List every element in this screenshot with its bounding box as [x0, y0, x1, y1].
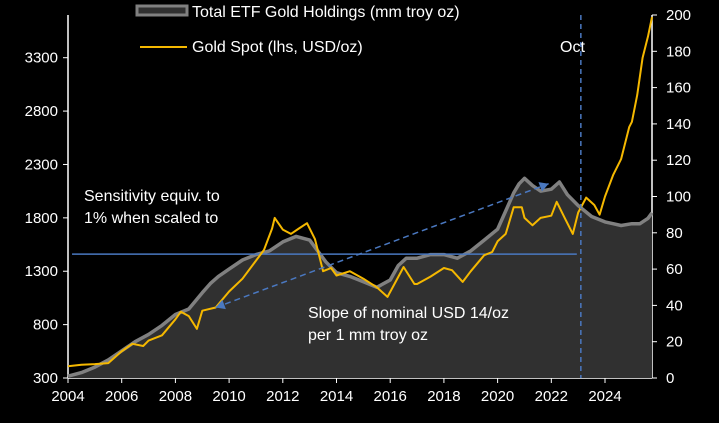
- left-tick-label: 1300: [25, 263, 58, 280]
- x-tick-label: 2004: [51, 388, 84, 405]
- slope-label-line-1: Slope of nominal USD 14/oz: [308, 305, 509, 322]
- left-tick-label: 1800: [25, 210, 58, 227]
- x-tick-label: 2008: [159, 388, 192, 405]
- x-tick-label: 2022: [535, 388, 568, 405]
- x-tick-label: 2020: [481, 388, 514, 405]
- x-tick-label: 2012: [266, 388, 299, 405]
- x-tick-label: 2014: [320, 388, 353, 405]
- x-tick-label: 2006: [105, 388, 138, 405]
- left-tick-label: 2300: [25, 156, 58, 173]
- left-tick-label: 2800: [25, 103, 58, 120]
- right-tick-label: 20: [666, 334, 683, 351]
- right-tick-label: 160: [666, 80, 691, 97]
- right-tick-label: 200: [666, 7, 691, 24]
- left-tick-label: 800: [33, 317, 58, 334]
- legend-label-gold: Gold Spot (lhs, USD/oz): [192, 39, 363, 56]
- x-tick-label: 2010: [212, 388, 245, 405]
- right-tick-label: 40: [666, 297, 683, 314]
- right-tick-label: 180: [666, 43, 691, 60]
- plot-area: [67, 15, 654, 378]
- left-tick-label: 3300: [25, 50, 58, 67]
- right-tick-label: 100: [666, 189, 691, 206]
- legend-label-etf: Total ETF Gold Holdings (mm troy oz): [192, 4, 460, 21]
- right-tick-label: 120: [666, 152, 691, 169]
- right-tick-label: 80: [666, 225, 683, 242]
- etf-holdings-line: [67, 176, 654, 378]
- left-axis: 300 800 1300 1800 2300 2800 3300: [25, 15, 69, 387]
- x-axis: 2004 2006 2008 2010 2012 2014 2016 2018 2020 2022…: [51, 377, 652, 405]
- sensitivity-label-line-1: Sensitivity equiv. to: [84, 188, 220, 205]
- right-tick-label: 60: [666, 261, 683, 278]
- slope-arrowhead-end: [538, 182, 549, 192]
- sensitivity-label-line-2: 1% when scaled to: [84, 210, 218, 227]
- etf-holdings-area: [68, 178, 652, 378]
- oct-label: Oct: [560, 39, 585, 56]
- gold-spot-line: [67, 16, 653, 368]
- annotations: Sensitivity equiv. to 1% when scaled to …: [84, 39, 585, 344]
- legend-swatch-etf: [135, 4, 189, 17]
- slope-arrowhead-start: [215, 299, 226, 310]
- x-tick-label: 2018: [427, 388, 460, 405]
- x-tick-label: 2024: [588, 388, 621, 405]
- x-tick-label: 2016: [374, 388, 407, 405]
- legend: Total ETF Gold Holdings (mm troy oz) Gol…: [135, 4, 460, 56]
- right-tick-label: 140: [666, 116, 691, 133]
- right-tick-label: 0: [666, 370, 674, 387]
- right-axis: 0 20 40 60 80 100 120 140 160 180 200: [651, 7, 691, 387]
- slope-label-line-2: per 1 mm troy oz: [308, 327, 428, 344]
- left-tick-label: 300: [33, 370, 58, 387]
